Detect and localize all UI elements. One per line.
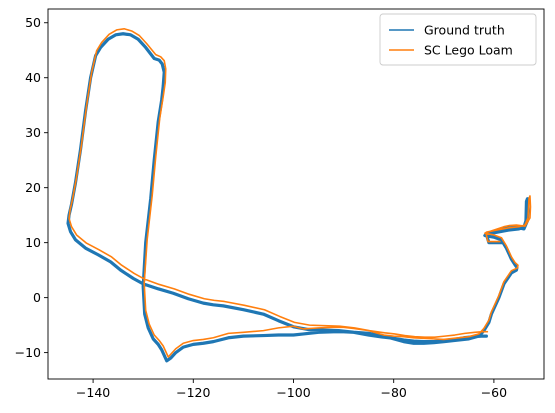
x-tick-label: −100 xyxy=(276,385,310,400)
y-tick-label: 20 xyxy=(25,180,41,195)
x-tick-label: −120 xyxy=(176,385,210,400)
y-tick-label: −10 xyxy=(15,345,41,360)
x-tick-label: −80 xyxy=(381,385,407,400)
x-tick-label: −60 xyxy=(481,385,507,400)
y-tick-label: 10 xyxy=(25,235,41,250)
legend-label-ground-truth: Ground truth xyxy=(424,23,505,38)
legend-label-sc-lego-loam: SC Lego Loam xyxy=(424,43,513,58)
series-line-ground-truth xyxy=(66,32,530,363)
series-layer xyxy=(66,27,532,363)
y-tick-label: 0 xyxy=(33,290,41,305)
y-tick-label: 40 xyxy=(25,70,41,85)
y-tick-label: 50 xyxy=(25,15,41,30)
series-line-sc-lego-loam xyxy=(68,27,532,358)
y-tick-label: 30 xyxy=(25,125,41,140)
axes-frame xyxy=(47,8,545,380)
legend: Ground truth SC Lego Loam xyxy=(379,13,537,66)
x-tick-label: −140 xyxy=(76,385,110,400)
y-axis-ticks: −10 0 10 20 30 40 50 xyxy=(15,15,48,360)
legend-box xyxy=(379,13,537,66)
x-axis-ticks: −140 −120 −100 −80 −60 xyxy=(76,379,507,400)
